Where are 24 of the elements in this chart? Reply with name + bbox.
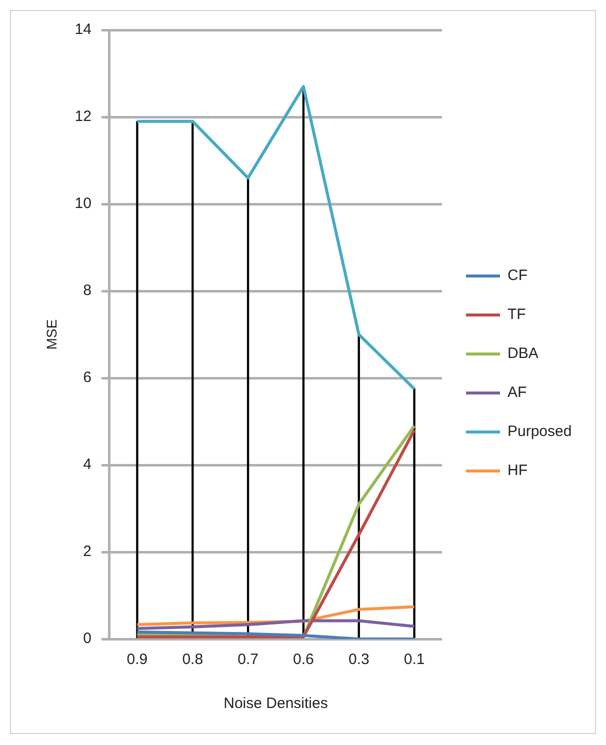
y-axis-title: MSE [43,319,60,350]
bar [136,121,138,638]
x-tick-label: 0.1 [404,651,425,668]
y-tick-label: 14 [74,21,92,38]
x-tick-label: 0.9 [126,651,148,668]
legend-label: Purposed [508,423,572,440]
x-tick-label: 0.6 [293,651,314,668]
x-tick-label: 0.7 [238,651,258,668]
x-tick-label: 0.8 [182,651,204,668]
y-tick-label: 10 [74,195,92,212]
legend-label: DBA [508,345,538,362]
x-axis-title: Noise Densities [224,695,328,712]
legend-label: AF [508,384,527,402]
legend-label: TF [508,306,526,324]
x-tick-label: 0.3 [348,651,370,668]
legend-label: HF [508,462,528,480]
bar [413,388,416,638]
y-tick-label: 0 [83,630,92,648]
y-tick-label: 2 [83,543,92,560]
y-tick-label: 12 [74,108,92,126]
y-tick-label: 6 [83,369,92,386]
legend-label: CF [508,267,528,284]
y-tick-label: 8 [83,282,92,300]
y-tick-label: 4 [83,456,92,474]
